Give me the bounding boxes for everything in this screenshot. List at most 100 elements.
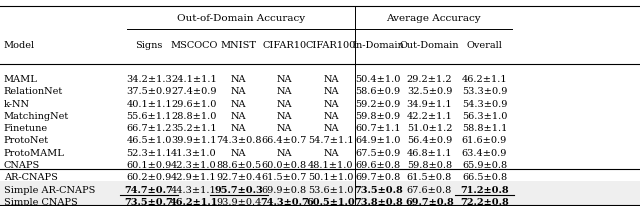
Text: 35.2±1.1: 35.2±1.1 [171, 124, 217, 133]
Text: 37.5±0.9: 37.5±0.9 [127, 88, 172, 96]
Text: NA: NA [231, 75, 246, 84]
Text: 42.2±1.1: 42.2±1.1 [406, 112, 452, 121]
Text: 67.5±0.9: 67.5±0.9 [356, 149, 401, 158]
Text: CIFAR100: CIFAR100 [306, 41, 356, 50]
Text: 46.5±1.0: 46.5±1.0 [127, 136, 172, 145]
Text: 59.8±0.8: 59.8±0.8 [407, 161, 452, 170]
Text: 60.7±1.1: 60.7±1.1 [355, 124, 401, 133]
Text: NA: NA [276, 100, 292, 109]
Text: NA: NA [276, 112, 292, 121]
Text: 53.6±1.0: 53.6±1.0 [308, 185, 353, 194]
Text: 46.8±1.1: 46.8±1.1 [406, 149, 452, 158]
Text: NA: NA [231, 88, 246, 96]
Text: 58.6±0.9: 58.6±0.9 [356, 88, 401, 96]
Text: NA: NA [323, 100, 339, 109]
Text: 28.8±1.0: 28.8±1.0 [172, 112, 216, 121]
Text: MatchingNet: MatchingNet [4, 112, 69, 121]
Text: 66.5±0.8: 66.5±0.8 [462, 173, 507, 182]
Text: ProtoMAML: ProtoMAML [4, 149, 65, 158]
Text: 61.6±0.9: 61.6±0.9 [462, 136, 507, 145]
Text: 58.8±1.1: 58.8±1.1 [462, 124, 507, 133]
Text: 63.4±0.9: 63.4±0.9 [462, 149, 507, 158]
Text: 39.9±1.1: 39.9±1.1 [171, 136, 217, 145]
Text: NA: NA [276, 124, 292, 133]
Text: 59.2±0.9: 59.2±0.9 [356, 100, 401, 109]
Text: 69.7±0.8: 69.7±0.8 [356, 173, 401, 182]
Text: 56.3±1.0: 56.3±1.0 [462, 112, 507, 121]
Text: 51.0±1.2: 51.0±1.2 [406, 124, 452, 133]
Bar [0, 193, 640, 205]
Text: 74.7±0.7: 74.7±0.7 [125, 185, 173, 194]
Text: 60.5±1.0: 60.5±1.0 [307, 198, 355, 206]
Text: ProtoNet: ProtoNet [4, 136, 49, 145]
Text: 92.7±0.4: 92.7±0.4 [216, 173, 262, 182]
Text: 48.1±1.0: 48.1±1.0 [308, 161, 354, 170]
Text: NA: NA [276, 149, 292, 158]
Text: Average Accuracy: Average Accuracy [386, 14, 481, 23]
Text: 52.3±1.1: 52.3±1.1 [126, 149, 172, 158]
Text: 73.5±0.8: 73.5±0.8 [354, 185, 403, 194]
Text: 93.9±0.4: 93.9±0.4 [216, 198, 261, 206]
Bar [0, 181, 640, 193]
Text: 46.2±1.1: 46.2±1.1 [461, 75, 508, 84]
Text: 46.2±1.1: 46.2±1.1 [170, 198, 218, 206]
Text: 69.6±0.8: 69.6±0.8 [356, 161, 401, 170]
Text: NA: NA [323, 149, 339, 158]
Text: 67.6±0.8: 67.6±0.8 [407, 185, 452, 194]
Text: 69.9±0.8: 69.9±0.8 [262, 185, 307, 194]
Text: 73.8±0.8: 73.8±0.8 [354, 198, 403, 206]
Text: 24.1±1.1: 24.1±1.1 [171, 75, 217, 84]
Text: 60.0±0.8: 60.0±0.8 [262, 161, 307, 170]
Text: RelationNet: RelationNet [4, 88, 63, 96]
Text: NA: NA [323, 75, 339, 84]
Text: MSCOCO: MSCOCO [170, 41, 218, 50]
Text: 55.6±1.1: 55.6±1.1 [127, 112, 172, 121]
Text: Out-of-Domain Accuracy: Out-of-Domain Accuracy [177, 14, 305, 23]
Text: NA: NA [231, 124, 246, 133]
Text: 50.4±1.0: 50.4±1.0 [356, 75, 401, 84]
Text: Finetune: Finetune [4, 124, 48, 133]
Text: NA: NA [276, 75, 292, 84]
Text: 29.6±1.0: 29.6±1.0 [172, 100, 216, 109]
Text: 88.6±0.5: 88.6±0.5 [216, 161, 261, 170]
Text: NA: NA [276, 88, 292, 96]
Text: 61.5±0.8: 61.5±0.8 [407, 173, 452, 182]
Text: 44.3±1.1: 44.3±1.1 [171, 185, 217, 194]
Text: CIFAR10: CIFAR10 [262, 41, 306, 50]
Text: 53.3±0.9: 53.3±0.9 [462, 88, 507, 96]
Text: Model: Model [4, 41, 35, 50]
Text: 60.2±0.9: 60.2±0.9 [127, 173, 172, 182]
Text: 72.2±0.8: 72.2±0.8 [460, 198, 509, 206]
Text: 64.9±1.0: 64.9±1.0 [356, 136, 401, 145]
Text: 59.8±0.9: 59.8±0.9 [356, 112, 401, 121]
Text: 34.9±1.1: 34.9±1.1 [406, 100, 452, 109]
Text: Out-Domain: Out-Domain [400, 41, 459, 50]
Text: 71.2±0.8: 71.2±0.8 [460, 185, 509, 194]
Text: Simple CNAPS: Simple CNAPS [4, 198, 77, 206]
Text: NA: NA [323, 112, 339, 121]
Text: 54.3±0.9: 54.3±0.9 [462, 100, 507, 109]
Text: 34.2±1.3: 34.2±1.3 [126, 75, 172, 84]
Text: MNIST: MNIST [221, 41, 257, 50]
Text: 60.1±0.9: 60.1±0.9 [127, 161, 172, 170]
Text: NA: NA [231, 149, 246, 158]
Text: In-Domain: In-Domain [353, 41, 404, 50]
Text: NA: NA [323, 124, 339, 133]
Text: NA: NA [231, 112, 246, 121]
Text: 42.3±1.0: 42.3±1.0 [171, 161, 217, 170]
Text: 40.1±1.1: 40.1±1.1 [126, 100, 172, 109]
Text: 61.5±0.7: 61.5±0.7 [262, 173, 307, 182]
Text: 41.3±1.0: 41.3±1.0 [171, 149, 217, 158]
Text: NA: NA [231, 100, 246, 109]
Text: 56.4±0.9: 56.4±0.9 [407, 136, 452, 145]
Text: Signs: Signs [136, 41, 163, 50]
Text: 65.9±0.8: 65.9±0.8 [462, 161, 507, 170]
Text: 74.3±0.7: 74.3±0.7 [260, 198, 308, 206]
Text: 74.3±0.8: 74.3±0.8 [216, 136, 262, 145]
Text: 73.5±0.7: 73.5±0.7 [125, 198, 173, 206]
Text: 32.5±0.9: 32.5±0.9 [407, 88, 452, 96]
Text: 42.9±1.1: 42.9±1.1 [171, 173, 217, 182]
Text: 66.7±1.2: 66.7±1.2 [126, 124, 172, 133]
Text: k-NN: k-NN [4, 100, 30, 109]
Text: 54.7±1.1: 54.7±1.1 [308, 136, 354, 145]
